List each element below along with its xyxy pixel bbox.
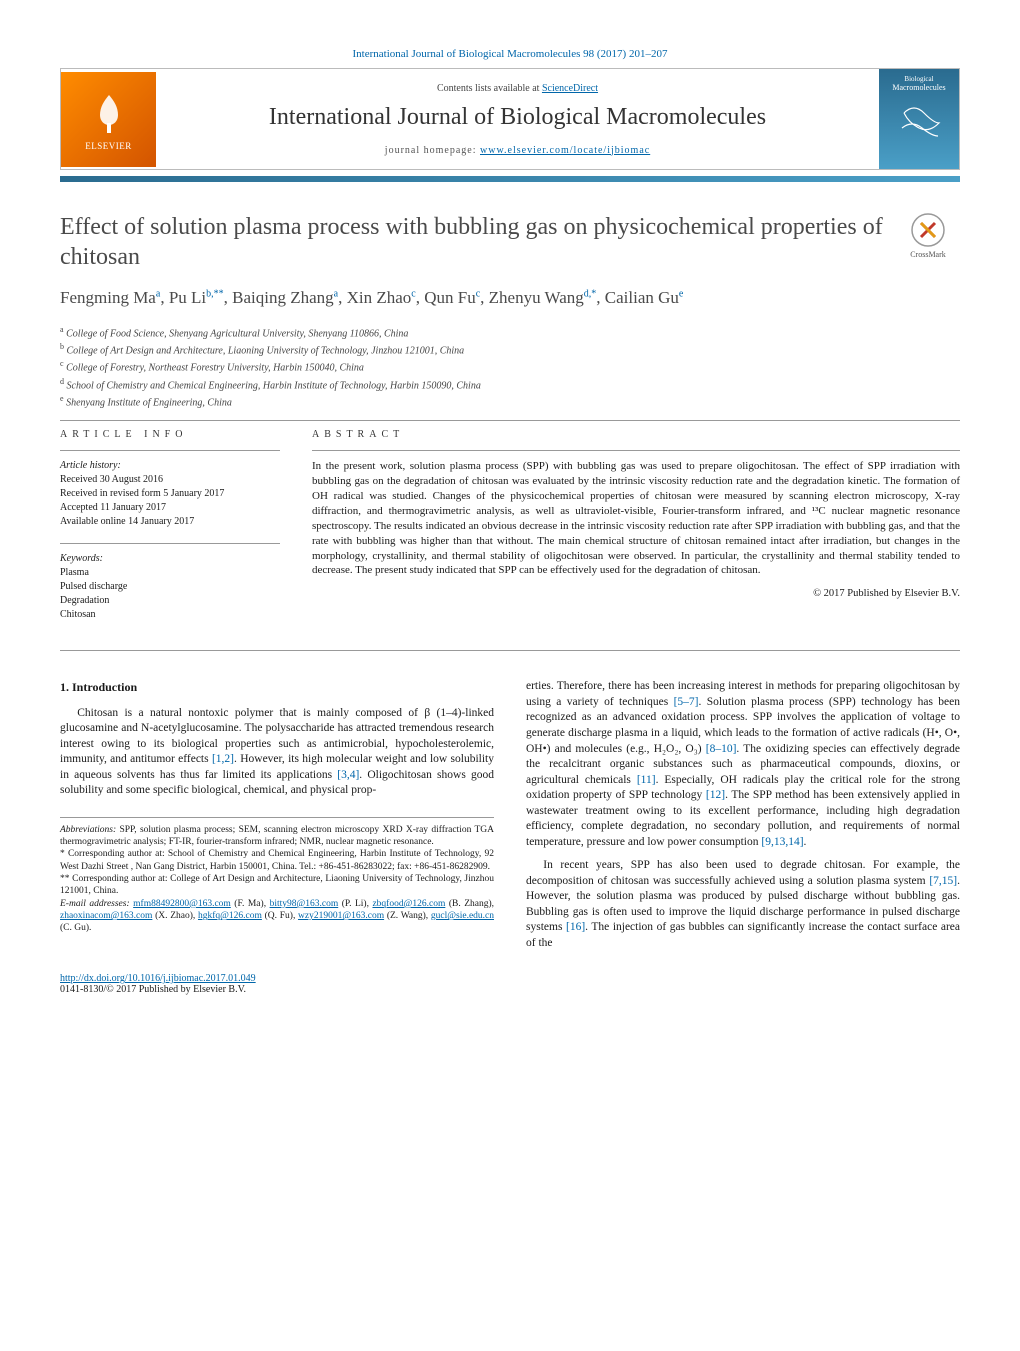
keywords-block: Keywords: PlasmaPulsed dischargeDegradat… [60, 552, 280, 622]
journal-homepage: journal homepage: www.elsevier.com/locat… [168, 145, 867, 156]
article-title: Effect of solution plasma process with b… [60, 212, 896, 272]
author-list: Fengming Maa, Pu Lib,**, Baiqing Zhanga,… [60, 286, 960, 310]
intro-heading: 1. Introduction [60, 679, 494, 695]
abstract-heading: abstract [312, 429, 960, 440]
citation-link[interactable]: [8–10] [706, 743, 737, 755]
email-link[interactable]: zhaoxinacom@163.com [60, 911, 152, 921]
cover-art-icon [894, 98, 944, 148]
page-footer: http://dx.doi.org/10.1016/j.ijbiomac.201… [60, 973, 960, 995]
article-history: Article history: Received 30 August 2016… [60, 459, 280, 529]
intro-para-2: In recent years, SPP has also been used … [526, 858, 960, 951]
intro-para-1-cont: erties. Therefore, there has been increa… [526, 679, 960, 850]
citation-link[interactable]: [1,2] [212, 753, 234, 765]
publisher-logo: ELSEVIER [61, 72, 156, 167]
journal-name: International Journal of Biological Macr… [168, 104, 867, 131]
citation-link[interactable]: [12] [706, 789, 725, 801]
journal-banner: ELSEVIER Contents lists available at Sci… [60, 68, 960, 170]
sciencedirect-link[interactable]: ScienceDirect [542, 83, 598, 94]
email-link[interactable]: zbqfood@126.com [372, 899, 445, 909]
body-column-left: 1. Introduction Chitosan is a natural no… [60, 679, 494, 959]
citation-link[interactable]: [5–7] [674, 696, 699, 708]
email-link[interactable]: gucl@sie.edu.cn [431, 911, 494, 921]
footnotes: Abbreviations: SPP, solution plasma proc… [60, 817, 494, 935]
citation-link[interactable]: [11] [637, 774, 656, 786]
intro-para-1: Chitosan is a natural nontoxic polymer t… [60, 706, 494, 799]
email-link[interactable]: wzy219001@163.com [298, 911, 384, 921]
doi-link[interactable]: http://dx.doi.org/10.1016/j.ijbiomac.201… [60, 973, 256, 984]
affiliations: a College of Food Science, Shenyang Agri… [60, 324, 960, 411]
citation-link[interactable]: [9,13,14] [761, 836, 803, 848]
email-link[interactable]: mfm88492800@163.com [133, 899, 231, 909]
header-citation: International Journal of Biological Macr… [60, 48, 960, 60]
email-link[interactable]: bitty98@163.com [270, 899, 339, 909]
citation-link[interactable]: [7,15] [929, 875, 957, 887]
article-info-heading: article info [60, 429, 280, 440]
journal-cover: Biological Macromolecules [879, 69, 959, 169]
homepage-link[interactable]: www.elsevier.com/locate/ijbiomac [480, 145, 650, 156]
citation-link[interactable]: [16] [566, 921, 585, 933]
divider [60, 420, 960, 421]
body-column-right: erties. Therefore, there has been increa… [526, 679, 960, 959]
email-link[interactable]: hgkfq@126.com [198, 911, 262, 921]
abstract-copyright: © 2017 Published by Elsevier B.V. [312, 588, 960, 599]
citation-link[interactable]: [3,4] [337, 769, 359, 781]
elsevier-tree-icon [84, 87, 134, 137]
gradient-divider [60, 176, 960, 182]
abstract-text: In the present work, solution plasma pro… [312, 459, 960, 578]
contents-line: Contents lists available at ScienceDirec… [168, 83, 867, 94]
crossmark-icon [910, 212, 946, 248]
crossmark-badge[interactable]: CrossMark [896, 212, 960, 259]
